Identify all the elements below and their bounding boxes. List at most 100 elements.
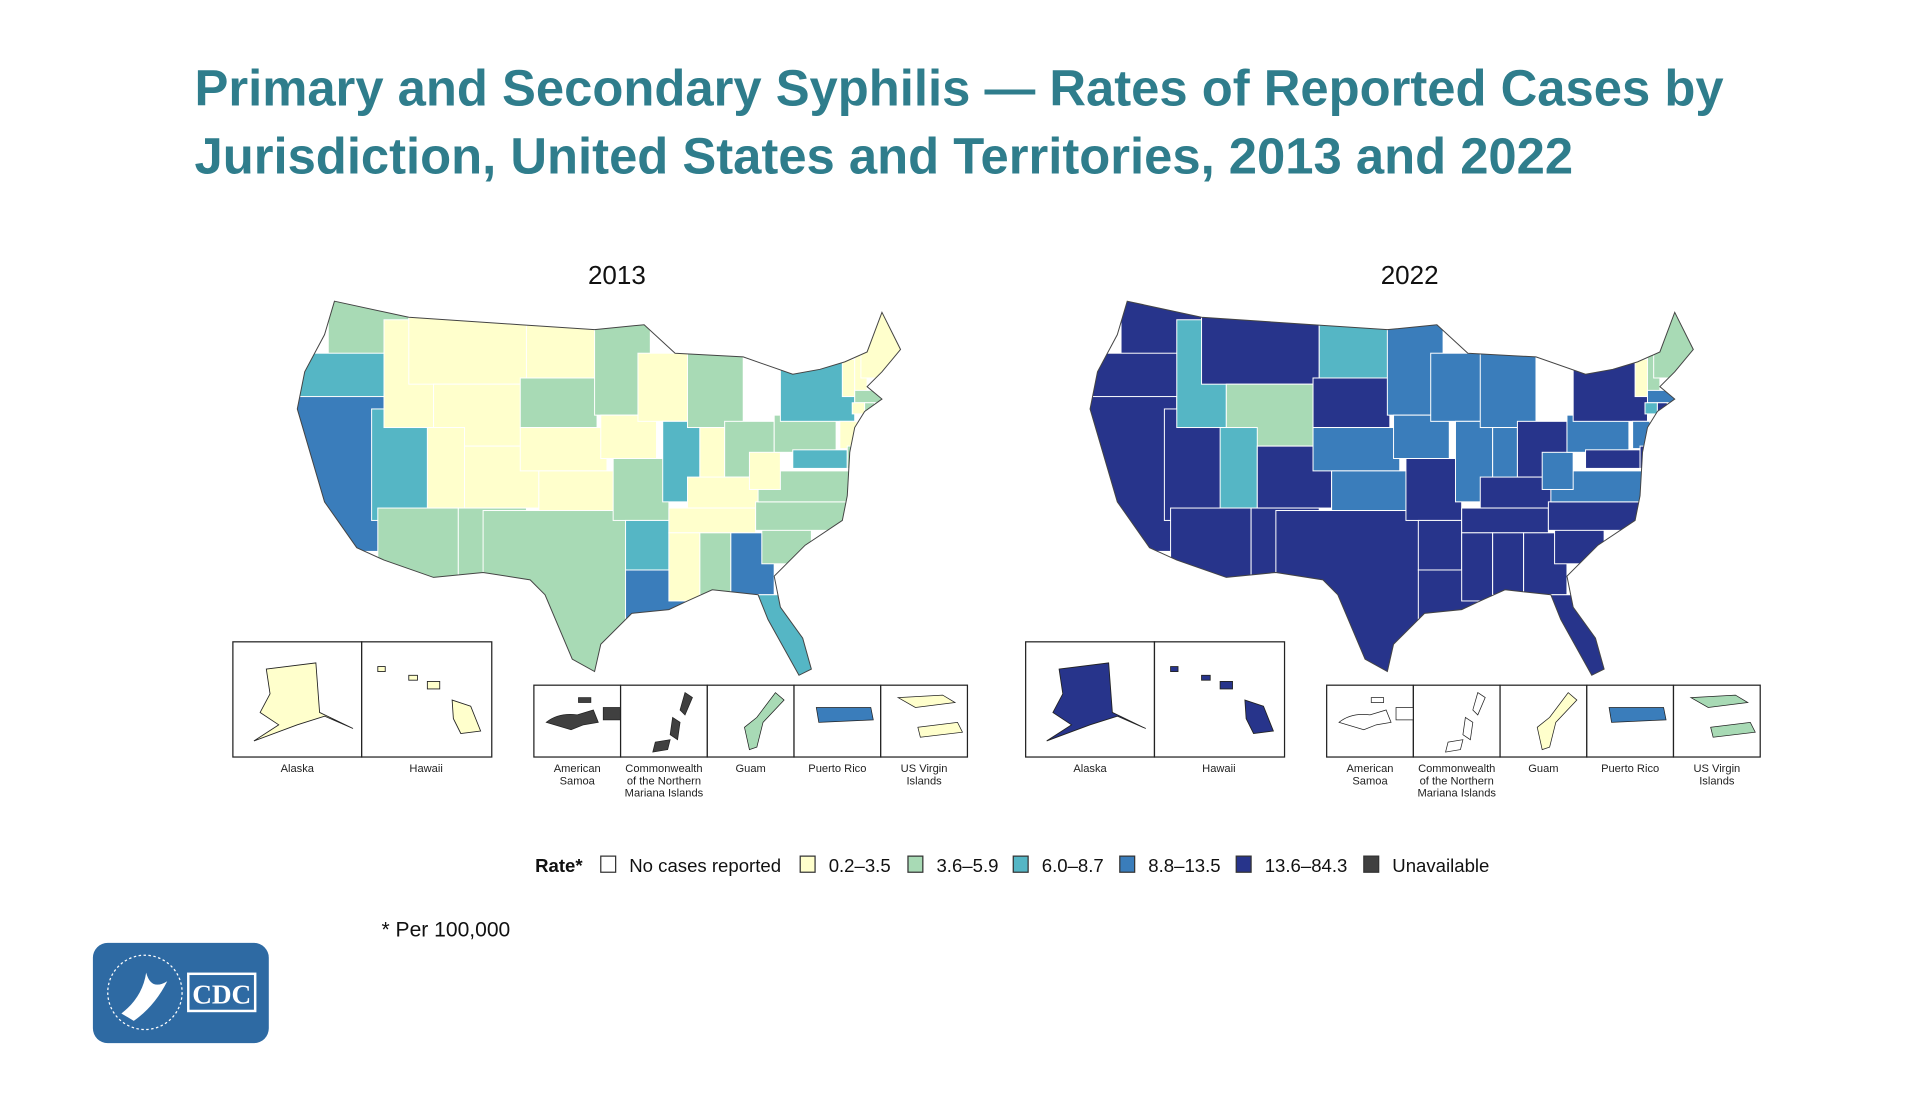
legend-label: 8.8–13.5 xyxy=(1148,855,1220,876)
territory-label: of the Northern xyxy=(1420,775,1494,787)
legend-swatch xyxy=(799,855,816,873)
state-MT xyxy=(1201,315,1320,385)
state-AR xyxy=(625,519,670,571)
territory-label: Islands xyxy=(1699,775,1735,787)
state-VT xyxy=(1634,358,1648,398)
territory-3: Puerto Rico xyxy=(1586,684,1675,775)
state-MD xyxy=(1585,449,1641,469)
legend-label: 0.2–3.5 xyxy=(829,855,891,876)
state-AR xyxy=(1417,519,1463,571)
state-ME xyxy=(860,303,901,379)
territory-label: Guam xyxy=(1528,763,1558,775)
state-FL xyxy=(1492,594,1611,676)
territory-label: Commonwealth xyxy=(625,763,702,775)
territory-label: US Virgin xyxy=(1693,763,1740,775)
state-CA xyxy=(1090,396,1178,552)
map-2022: 2022 Alaska Hawaii AmericanSamoaCommonwealt… xyxy=(1025,260,1761,800)
territory-label: US Virgin xyxy=(901,763,948,775)
state-KS xyxy=(1331,470,1413,512)
state-VT xyxy=(841,358,856,398)
state-WV xyxy=(1541,451,1574,490)
state-IA xyxy=(600,414,658,459)
state-MO xyxy=(612,458,670,521)
state-MA xyxy=(1646,389,1679,404)
territory-3: Puerto Rico xyxy=(793,684,882,775)
state-MS xyxy=(1461,532,1494,602)
territory-2: Guam xyxy=(706,684,795,775)
hawaii-inset xyxy=(1153,641,1286,758)
hawaii-shape xyxy=(377,666,482,734)
state-CT xyxy=(1644,402,1658,415)
footnote: * Per 100,000 xyxy=(382,919,511,942)
alaska-label: Alaska xyxy=(281,763,315,775)
alaska-label: Alaska xyxy=(1073,763,1107,775)
state-CA xyxy=(297,396,385,552)
territory-label: Puerto Rico xyxy=(808,763,866,775)
legend-label: 6.0–8.7 xyxy=(1042,855,1104,876)
legend-swatch xyxy=(907,855,924,873)
state-ND xyxy=(525,324,598,379)
legend-label: No cases reported xyxy=(629,855,781,876)
state-SC xyxy=(1554,526,1605,565)
legend-swatch xyxy=(1235,855,1252,873)
state-MS xyxy=(668,532,701,602)
territory-label: Mariana Islands xyxy=(625,788,704,800)
state-WI xyxy=(637,352,695,422)
state-NC xyxy=(755,501,856,531)
alaska-shape xyxy=(1046,662,1146,742)
state-AZ xyxy=(1170,507,1252,581)
legend-swatch xyxy=(1119,855,1136,873)
state-UT xyxy=(1219,427,1258,509)
state-MD xyxy=(792,449,848,469)
map-year-label: 2013 xyxy=(588,260,646,290)
state-CT xyxy=(851,402,866,415)
state-IA xyxy=(1393,414,1450,459)
legend-label: Unavailable xyxy=(1392,855,1489,876)
hawaii-shape xyxy=(1170,666,1275,734)
state-NC xyxy=(1547,501,1648,531)
legend-swatch xyxy=(600,855,617,873)
state-ME xyxy=(1653,303,1694,379)
territory-label: of the Northern xyxy=(627,775,701,787)
territory-label: Guam xyxy=(736,763,766,775)
territory-label: Samoa xyxy=(560,775,596,787)
hawaii-label: Hawaii xyxy=(409,763,442,775)
state-UT xyxy=(426,427,466,509)
legend-title: Rate* xyxy=(535,855,583,876)
state-NJ xyxy=(1632,420,1651,450)
state-NJ xyxy=(839,420,858,450)
state-AL xyxy=(1492,532,1525,602)
map-year-label: 2022 xyxy=(1381,260,1439,290)
state-NE xyxy=(1312,427,1401,472)
cdc-logo: CDC xyxy=(92,942,269,1044)
hawaii-label: Hawaii xyxy=(1202,763,1235,775)
legend-swatch xyxy=(1363,855,1380,873)
territory-label: American xyxy=(554,763,601,775)
hawaii-inset xyxy=(361,641,493,758)
legend-label: 13.6–84.3 xyxy=(1265,855,1348,876)
legend: Rate* No cases reported 0.2–3.5 3.6–5.9 6.0–… xyxy=(535,855,1489,876)
state-AZ xyxy=(377,507,459,581)
state-AL xyxy=(699,532,732,602)
territory-label: Samoa xyxy=(1352,775,1388,787)
state-MO xyxy=(1405,458,1463,521)
legend-swatch xyxy=(1012,855,1029,873)
territory-label: Mariana Islands xyxy=(1417,788,1496,800)
state-TN xyxy=(1461,507,1549,534)
territory-label: Puerto Rico xyxy=(1601,763,1659,775)
state-WV xyxy=(748,451,781,490)
state-KS xyxy=(538,470,620,512)
state-MA xyxy=(854,389,887,404)
state-SC xyxy=(761,526,812,565)
state-NE xyxy=(519,427,608,472)
state-TN xyxy=(668,507,757,534)
alaska-inset xyxy=(1025,641,1156,758)
